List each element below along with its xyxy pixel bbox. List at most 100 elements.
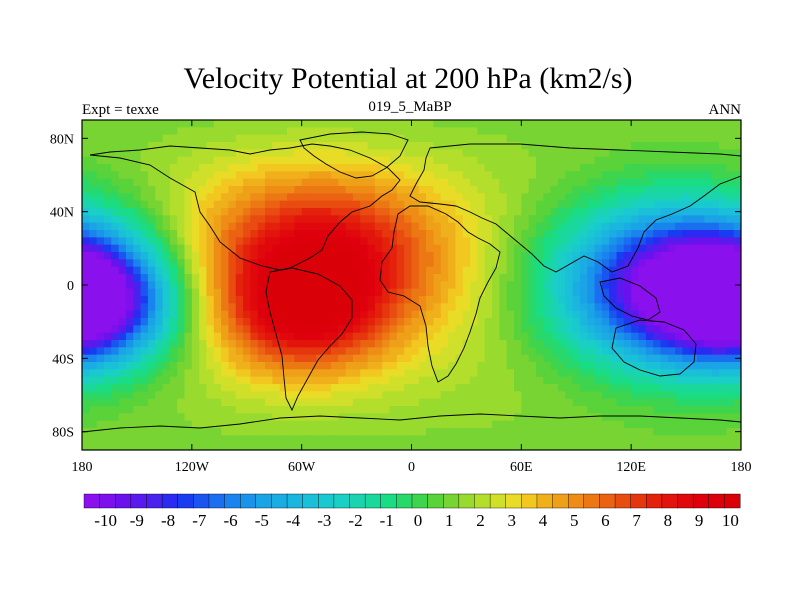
field-cell: [726, 193, 735, 202]
field-cell: [279, 134, 288, 143]
field-cell: [440, 156, 449, 165]
field-cell: [103, 281, 112, 290]
field-cell: [653, 120, 662, 128]
field-cell: [667, 288, 676, 297]
field-cell: [689, 303, 698, 312]
field-cell: [448, 318, 457, 326]
field-cell: [462, 178, 471, 187]
field-cell: [89, 281, 98, 290]
field-cell: [462, 208, 471, 216]
field-cell: [235, 164, 244, 172]
field-cell: [345, 193, 354, 202]
field-cell: [623, 164, 632, 172]
field-cell: [147, 420, 156, 429]
field-cell: [199, 134, 208, 143]
field-cell: [579, 362, 588, 370]
field-cell: [675, 259, 684, 268]
field-cell: [455, 156, 464, 165]
field-cell: [667, 325, 676, 334]
field-cell: [191, 325, 200, 334]
field-cell: [103, 303, 112, 312]
field-cell: [382, 318, 391, 326]
field-cell: [484, 156, 493, 165]
field-cell: [287, 398, 295, 407]
field-cell: [308, 428, 317, 436]
field-cell: [587, 325, 596, 334]
field-cell: [631, 296, 640, 304]
field-cell: [345, 281, 354, 290]
field-cell: [418, 208, 427, 216]
field-cell: [726, 142, 735, 150]
field-cell: [235, 420, 244, 429]
field-cell: [250, 325, 259, 334]
field-cell: [667, 406, 676, 414]
colorbar-label: -9: [130, 511, 144, 530]
field-cell: [711, 442, 720, 450]
field-cell: [470, 200, 478, 209]
field-cell: [235, 186, 244, 194]
field-cell: [594, 398, 603, 407]
field-cell: [528, 340, 537, 348]
field-cell: [601, 244, 610, 253]
field-cell: [521, 200, 530, 209]
field-cell: [638, 303, 647, 312]
field-cell: [704, 186, 713, 194]
field-cell: [506, 222, 515, 231]
field-cell: [682, 332, 691, 341]
field-cell: [89, 362, 98, 370]
field-cell: [294, 156, 303, 165]
field-cell: [140, 332, 149, 341]
field-cell: [682, 435, 691, 444]
field-cell: [221, 369, 230, 378]
field-cell: [272, 237, 281, 246]
field-cell: [279, 296, 288, 304]
field-cell: [96, 171, 105, 180]
field-cell: [726, 413, 735, 422]
field-cell: [506, 259, 515, 268]
field-cell: [550, 376, 559, 385]
field-cell: [345, 266, 354, 275]
field-cell: [323, 325, 332, 334]
field-cell: [418, 149, 427, 158]
field-cell: [543, 318, 552, 326]
field-cell: [279, 442, 288, 450]
field-cell: [404, 398, 413, 407]
field-cell: [660, 288, 669, 297]
field-cell: [125, 369, 134, 378]
field-cell: [426, 237, 435, 246]
field-cell: [191, 274, 200, 282]
field-cell: [96, 200, 105, 209]
field-cell: [440, 354, 449, 363]
field-cell: [301, 186, 310, 194]
field-cell: [550, 142, 559, 150]
field-cell: [199, 362, 208, 370]
field-cell: [543, 406, 552, 414]
field-cell: [389, 222, 398, 231]
field-cell: [448, 200, 457, 209]
field-cell: [103, 266, 112, 275]
field-cell: [594, 252, 603, 260]
field-cell: [623, 274, 632, 282]
field-cell: [133, 347, 142, 356]
field-cell: [228, 398, 237, 407]
field-cell: [645, 193, 654, 202]
field-cell: [316, 413, 325, 422]
field-cell: [623, 332, 632, 341]
field-cell: [308, 281, 317, 290]
field-cell: [272, 259, 281, 268]
field-cell: [675, 164, 684, 172]
field-cell: [338, 340, 347, 348]
field-cell: [191, 391, 200, 400]
field-cell: [514, 244, 522, 253]
field-cell: [645, 244, 654, 253]
field-cell: [243, 288, 252, 297]
field-cell: [184, 274, 193, 282]
field-cell: [689, 237, 698, 246]
field-cell: [140, 435, 149, 444]
field-cell: [579, 340, 588, 348]
field-cell: [316, 215, 325, 224]
field-cell: [462, 127, 471, 136]
field-cell: [565, 303, 574, 312]
field-cell: [330, 347, 339, 356]
field-cell: [514, 398, 522, 407]
